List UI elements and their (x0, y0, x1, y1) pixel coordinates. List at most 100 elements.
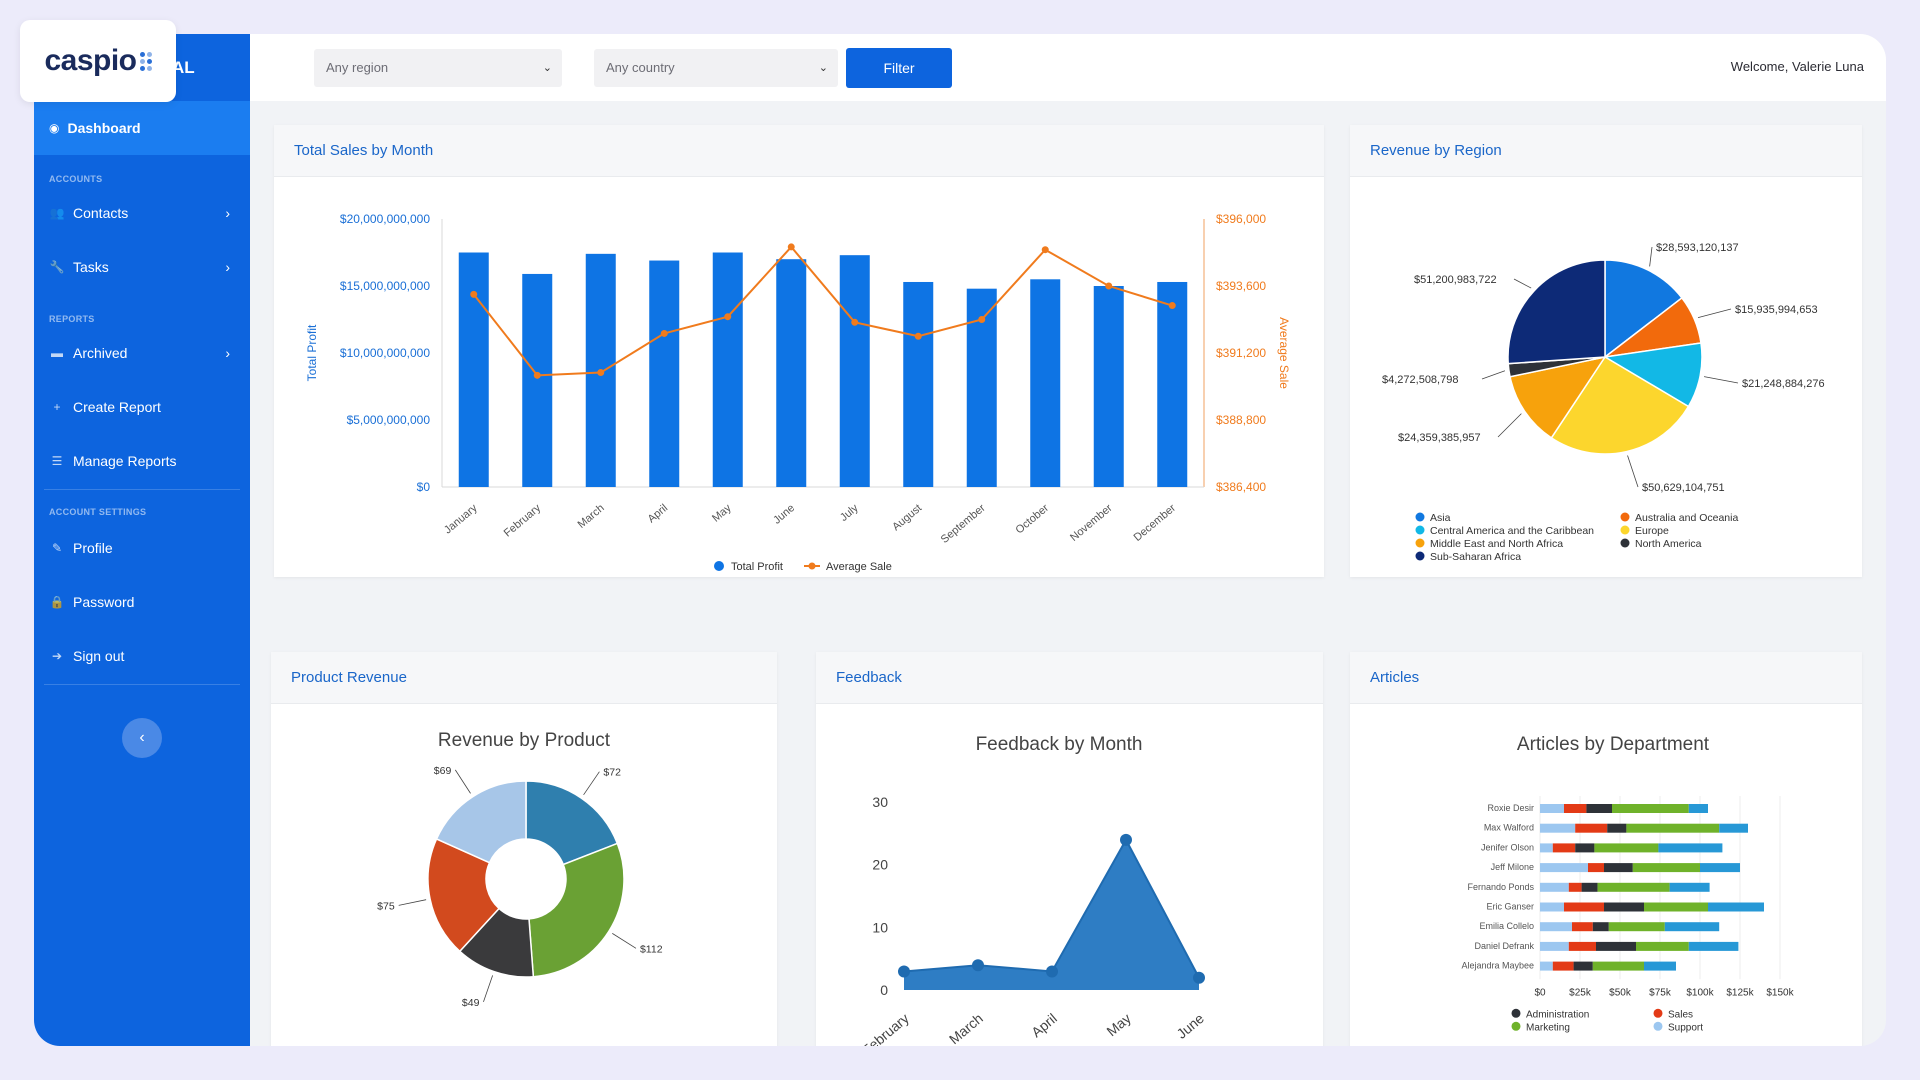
filter-button[interactable]: Filter (846, 48, 952, 88)
country-select[interactable]: Any country ⌄ (594, 49, 838, 87)
stacked-bar-segment (1664, 922, 1720, 932)
legend-swatch (1653, 1008, 1663, 1018)
chevron-right-icon: › (225, 205, 230, 221)
sidebar-brand: AL (34, 34, 250, 101)
pie-leader (1704, 376, 1739, 384)
legend-label: Sub-Saharan Africa (1430, 551, 1521, 563)
donut-slice (528, 842, 625, 978)
x-tick-label: December (1132, 502, 1179, 544)
sales-chart: $0 $5,000,000,000 $10,000,000,000 $15,000,0… (305, 212, 1291, 573)
y-tick-label: 30 (872, 794, 888, 810)
donut-leader (483, 975, 494, 1002)
donut-label: $69 (434, 765, 452, 777)
line-point (851, 318, 859, 326)
pie-label: $50,629,104,751 (1642, 482, 1725, 494)
legend-swatch (1620, 538, 1630, 548)
y-tick-label: Jenifer Olson (1481, 842, 1534, 852)
donut-slice (525, 780, 619, 866)
line-point (1041, 246, 1049, 254)
stacked-bar-segment (1575, 843, 1595, 853)
users-icon: 👥 (49, 206, 65, 220)
sidebar-item-label: Dashboard (67, 120, 141, 136)
stacked-bar-segment (1592, 961, 1644, 971)
bar (1157, 281, 1188, 487)
x-tick-label: February (502, 502, 544, 540)
x-tick-label: $150k (1766, 987, 1794, 998)
sidebar-item-password[interactable]: 🔒 Password (34, 575, 250, 629)
stacked-bar-segment (1540, 804, 1564, 813)
stacked-bar-segment (1604, 902, 1644, 912)
x-tick-label: April (1028, 1010, 1060, 1040)
edit-icon: ✎ (51, 541, 63, 555)
stacked-bar-segment (1597, 882, 1670, 892)
chevron-right-icon: › (225, 345, 230, 361)
donut-slice (435, 780, 527, 864)
donut-leader (612, 933, 637, 949)
x-tick-label: January (442, 502, 480, 537)
sidebar-item-contacts[interactable]: 👥 Contacts › (34, 186, 250, 240)
card-sales: Total Sales by Month $0 $5,000,000,000 $10… (274, 125, 1324, 577)
sidebar-item-manage-reports[interactable]: ☰ Manage Reports (34, 434, 250, 488)
bar (903, 281, 934, 487)
legend-label: Marketing (1526, 1022, 1570, 1033)
stacked-bar-segment (1658, 843, 1723, 853)
x-tick-label: April (646, 502, 671, 525)
region-select[interactable]: Any region ⌄ (314, 49, 562, 87)
stacked-bar-segment (1581, 882, 1598, 892)
y-tick-label: $5,000,000,000 (347, 413, 431, 427)
collapse-sidebar-button[interactable]: ‹ (122, 718, 162, 758)
sidebar-item-create-report[interactable]: + Create Report (34, 380, 250, 434)
legend-label: Central America and the Caribbean (1430, 525, 1594, 537)
stacked-bar-segment (1572, 922, 1593, 932)
donut-leader (583, 771, 600, 796)
legend-label: Middle East and North Africa (1430, 538, 1563, 550)
y-tick-label: 10 (872, 919, 888, 935)
feedback-point (1046, 965, 1058, 978)
section-accounts: ACCOUNTS (49, 174, 103, 184)
y-tick-label: Emilia Collelo (1479, 921, 1534, 931)
stacked-bar-segment (1612, 804, 1689, 813)
sidebar-item-tasks[interactable]: 🔧 Tasks › (34, 240, 250, 294)
sidebar-item-sign-out[interactable]: ➔ Sign out (34, 629, 250, 683)
sidebar-item-label: Create Report (73, 399, 161, 415)
stacked-bar-segment (1607, 823, 1627, 833)
x-tick-label: June (1173, 1010, 1207, 1042)
pie-leader (1497, 413, 1522, 438)
feedback-point (898, 965, 910, 978)
chevron-right-icon: › (225, 259, 230, 275)
donut-leader (454, 769, 471, 794)
stacked-bar-segment (1644, 961, 1676, 971)
y-tick-label: $20,000,000,000 (340, 212, 430, 226)
sidebar-item-profile[interactable]: ✎ Profile (34, 521, 250, 575)
stacked-bar-segment (1575, 823, 1608, 833)
chart-title: Articles by Department (1517, 734, 1710, 755)
card-title: Articles (1350, 652, 1862, 704)
topbar: Any region ⌄ Any country ⌄ Filter Welcom… (250, 34, 1886, 101)
pie-leader (1697, 308, 1732, 319)
pie-label: $28,593,120,137 (1656, 242, 1739, 254)
stacked-bar-segment (1573, 961, 1593, 971)
sidebar-divider (44, 684, 240, 685)
stacked-bar-segment (1540, 843, 1553, 853)
stacked-bar-segment (1568, 882, 1582, 892)
chart-title: Revenue by Product (438, 730, 611, 751)
y-tick-label: Roxie Desir (1487, 803, 1534, 813)
line-point (660, 329, 668, 337)
bar (458, 252, 489, 487)
stacked-bar-segment (1700, 863, 1740, 873)
pie-leader (1627, 455, 1639, 488)
y-tick-label: Daniel Defrank (1474, 941, 1534, 951)
welcome-text: Welcome, Valerie Luna (1730, 59, 1864, 74)
pie-slice (1602, 342, 1703, 408)
section-reports: REPORTS (49, 314, 95, 324)
card-region: Revenue by Region $28,593,120,137 $15,935… (1350, 125, 1862, 577)
sidebar-item-archived[interactable]: ▬ Archived › (34, 326, 250, 380)
card-title: Feedback (816, 652, 1323, 704)
stacked-bar-segment (1626, 823, 1720, 833)
y-tick-label: $15,000,000,000 (340, 279, 430, 293)
sidebar-item-label: Tasks (73, 259, 109, 275)
x-tick-label: November (1068, 502, 1115, 544)
donut-leader (398, 899, 427, 906)
stacked-bar-segment (1588, 863, 1604, 873)
sidebar-item-dashboard[interactable]: ◉ Dashboard (34, 101, 250, 155)
